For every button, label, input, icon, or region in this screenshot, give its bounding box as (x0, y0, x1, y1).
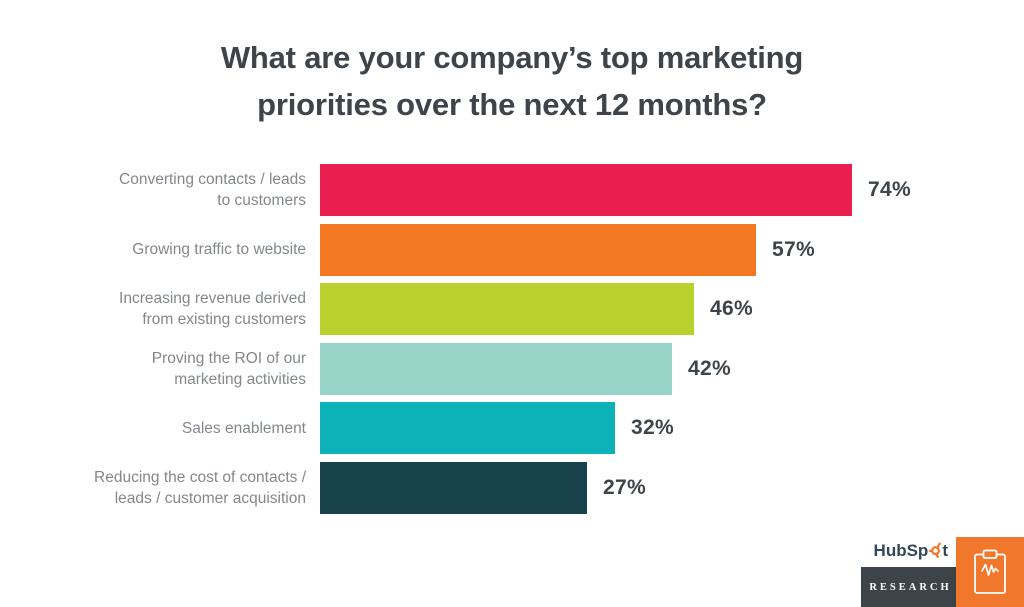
bar-category-label: Growing traffic to website (132, 241, 306, 258)
bar (320, 402, 615, 454)
bar-row: Reducing the cost of contacts / leads / … (0, 461, 1024, 514)
bar-value-label: 27% (603, 475, 646, 499)
bar (320, 223, 756, 276)
bar-value-label: 46% (710, 297, 753, 320)
bar (320, 283, 694, 335)
bar-row: Proving the ROI of our marketing activit… (0, 342, 1024, 395)
bar-value-label: 57% (772, 237, 815, 261)
bar-category-label: Reducing the cost of contacts / leads / … (94, 468, 306, 507)
bar-value-label: 74% (868, 178, 911, 201)
bar-row: Increasing revenue derived from existing… (0, 283, 1024, 335)
bar-row: Sales enablement 32% (0, 402, 1024, 454)
clipboard-pulse-icon (974, 549, 1006, 594)
bar-value-label: 42% (688, 356, 731, 380)
chart-title: What are your company’s top marketing pr… (220, 40, 804, 122)
bar-row: Growing traffic to website 57% (0, 223, 1024, 276)
bar-category-label: Proving the ROI of our marketing activit… (151, 349, 306, 388)
bar-value-label: 32% (631, 416, 674, 439)
hubspot-research-logo: HubSp t RESEARCH (848, 533, 1024, 607)
wordmark-prefix: HubSp (873, 541, 929, 560)
research-label: RESEARCH (861, 567, 957, 607)
bar-chart: Converting contacts / leads to customers… (0, 164, 1024, 521)
research-badge (956, 537, 1024, 607)
hubspot-sprocket-icon (928, 542, 941, 558)
hubspot-wordmark: HubSp t (874, 541, 948, 561)
wordmark-suffix: t (942, 541, 948, 560)
bar-category-label: Increasing revenue derived from existing… (119, 290, 306, 328)
bar (320, 164, 852, 216)
bar-category-label: Converting contacts / leads to customers (119, 171, 306, 209)
bar-category-label: Sales enablement (181, 419, 306, 437)
bar (320, 342, 672, 395)
bar (320, 461, 587, 514)
bar-row: Converting contacts / leads to customers… (0, 164, 1024, 216)
